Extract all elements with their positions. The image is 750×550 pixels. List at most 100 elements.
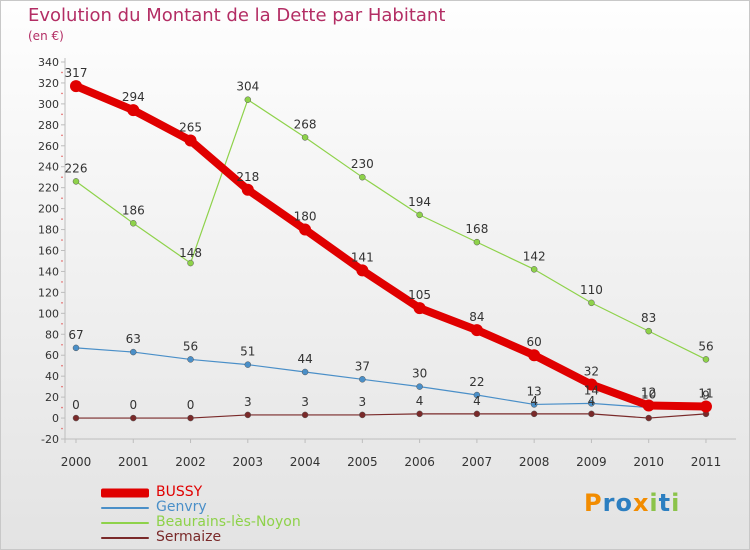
data-label: 10 xyxy=(641,388,656,402)
data-label: 226 xyxy=(65,161,88,175)
logo-letter: i xyxy=(671,489,681,517)
y-minor-tick xyxy=(61,134,63,137)
logo-letter: t xyxy=(658,489,672,517)
x-tick-label: 2007 xyxy=(462,455,493,469)
y-minor-tick xyxy=(61,343,63,346)
data-label: 63 xyxy=(126,332,141,346)
logo-letter: o xyxy=(615,489,633,517)
y-minor-tick xyxy=(61,155,63,158)
data-point xyxy=(645,414,652,422)
data-label: 3 xyxy=(244,395,252,409)
y-tick-label: 320 xyxy=(38,77,59,90)
data-point xyxy=(130,220,137,227)
data-point xyxy=(127,104,140,117)
data-point xyxy=(473,391,481,399)
data-label: 4 xyxy=(588,394,596,408)
data-label: 0 xyxy=(129,398,137,412)
data-point xyxy=(585,378,598,391)
series-line xyxy=(75,413,707,419)
series-line xyxy=(75,99,707,361)
data-point xyxy=(530,266,538,273)
data-point xyxy=(416,211,423,219)
data-label: 4 xyxy=(416,394,424,408)
data-point xyxy=(299,223,312,236)
y-minor-tick xyxy=(61,281,63,283)
data-point xyxy=(72,344,80,352)
y-tick-label: 20 xyxy=(45,391,59,404)
data-label: 148 xyxy=(179,246,202,260)
data-label: 194 xyxy=(408,195,431,209)
data-label: 268 xyxy=(294,117,317,131)
data-label: 67 xyxy=(68,328,83,342)
data-point xyxy=(301,134,309,141)
y-tick-label: 180 xyxy=(38,224,59,237)
x-tick-label: 2002 xyxy=(175,455,206,469)
proxiti-logo: Proxiti xyxy=(584,489,680,517)
data-point xyxy=(356,264,369,277)
data-point xyxy=(702,356,710,363)
y-tick-label: 100 xyxy=(38,307,59,320)
y-tick-label: 260 xyxy=(38,140,59,153)
data-label: 12 xyxy=(641,385,656,399)
logo-letter: P xyxy=(584,489,603,517)
logo-letter: x xyxy=(632,489,650,517)
y-minor-tick xyxy=(61,427,63,430)
data-label: 22 xyxy=(469,375,484,389)
y-tick-label: 220 xyxy=(38,182,59,195)
y-tick-label: -20 xyxy=(41,433,59,446)
data-point xyxy=(528,349,541,362)
x-tick-label: 2008 xyxy=(519,455,550,469)
chart-title: Evolution du Montant de la Dette par Hab… xyxy=(28,5,446,26)
y-minor-tick xyxy=(61,218,63,220)
legend-label: Beaurains-lès-Noyon xyxy=(156,514,301,530)
data-label: 44 xyxy=(297,352,312,366)
data-label: 60 xyxy=(527,335,542,349)
y-tick-label: 40 xyxy=(45,370,59,383)
data-label: 56 xyxy=(183,339,198,353)
data-point xyxy=(187,414,194,422)
data-point xyxy=(473,238,481,246)
data-label: 141 xyxy=(351,250,374,264)
data-point xyxy=(241,183,254,196)
data-label: 105 xyxy=(408,288,431,302)
data-point xyxy=(642,399,655,412)
series-line xyxy=(75,347,707,410)
data-point xyxy=(359,376,366,383)
y-tick-label: 200 xyxy=(38,203,59,216)
data-label: 142 xyxy=(523,249,546,263)
data-label: 37 xyxy=(355,359,370,373)
y-tick-label: 300 xyxy=(38,98,59,111)
data-label: 294 xyxy=(122,90,145,104)
data-point xyxy=(130,348,137,356)
data-label: 110 xyxy=(580,283,603,297)
x-tick-label: 2004 xyxy=(290,455,321,469)
data-point xyxy=(413,302,426,315)
data-point xyxy=(301,411,309,419)
data-point xyxy=(359,411,366,419)
data-label: 230 xyxy=(351,157,374,171)
data-point xyxy=(470,324,483,337)
data-point xyxy=(244,411,252,419)
data-label: 168 xyxy=(465,222,488,236)
data-point xyxy=(588,410,595,418)
data-point xyxy=(72,414,80,422)
data-label: 3 xyxy=(359,395,367,409)
data-label: 4 xyxy=(473,394,481,408)
y-minor-tick xyxy=(61,260,63,262)
y-minor-tick xyxy=(61,406,63,409)
data-label: 4 xyxy=(530,394,538,408)
data-label: 30 xyxy=(412,367,427,381)
x-tick-label: 2006 xyxy=(404,455,435,469)
data-label: 51 xyxy=(240,345,255,359)
data-point xyxy=(184,134,197,147)
data-point xyxy=(70,80,82,93)
data-label: 11 xyxy=(698,387,713,401)
data-point xyxy=(699,400,712,413)
data-label: 186 xyxy=(122,203,145,217)
legend-label: Sermaize xyxy=(156,529,222,545)
data-point xyxy=(473,410,481,418)
y-tick-label: 240 xyxy=(38,161,59,174)
x-tick-label: 2010 xyxy=(633,455,664,469)
